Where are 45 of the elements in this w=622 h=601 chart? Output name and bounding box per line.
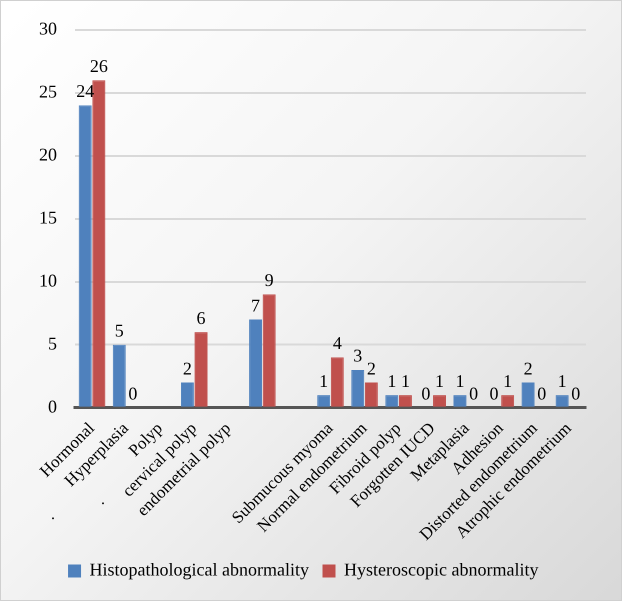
y-tick-label: 0 xyxy=(48,396,57,416)
data-label: 1 xyxy=(558,370,567,391)
data-label: 4 xyxy=(332,333,342,354)
y-tick-label: 25 xyxy=(39,82,57,102)
bar xyxy=(78,105,92,407)
data-label: 1 xyxy=(455,370,464,391)
data-label: 1 xyxy=(400,370,410,391)
bar xyxy=(180,382,194,407)
y-tick-label: 20 xyxy=(39,144,57,165)
data-label: 0 xyxy=(128,383,138,404)
data-label: 1 xyxy=(319,370,328,391)
text: . xyxy=(51,506,55,524)
bar xyxy=(194,332,208,407)
data-label: 1 xyxy=(503,370,512,391)
data-label: 0 xyxy=(571,383,580,404)
legend-label: Hysteroscopic abnormality xyxy=(344,560,538,580)
y-tick-label: 30 xyxy=(39,18,57,39)
data-label: 3 xyxy=(353,346,362,366)
y-tick-label: 15 xyxy=(39,208,57,228)
bar xyxy=(92,80,106,407)
data-label: 2 xyxy=(524,358,533,378)
bar xyxy=(364,382,378,407)
legend-label: Histopathological abnormality xyxy=(90,560,310,580)
data-label: 0 xyxy=(469,383,478,404)
bar xyxy=(330,357,344,407)
data-label: 0 xyxy=(490,383,499,404)
bar xyxy=(262,294,276,407)
text: . xyxy=(101,491,105,509)
data-label: 2 xyxy=(366,358,376,378)
bar xyxy=(249,320,262,407)
data-label: 1 xyxy=(435,370,444,391)
bar xyxy=(351,370,364,407)
data-label: 1 xyxy=(387,370,396,391)
data-label: 7 xyxy=(251,295,260,316)
data-label: 0 xyxy=(537,383,546,404)
data-label: 6 xyxy=(196,308,206,328)
y-tick-label: 10 xyxy=(39,270,57,290)
data-label: 26 xyxy=(90,56,108,76)
bar xyxy=(522,382,535,407)
data-label: 9 xyxy=(264,270,274,290)
data-label: 2 xyxy=(182,358,192,378)
bar xyxy=(112,344,126,407)
y-tick-label: 5 xyxy=(48,333,57,354)
data-label: 5 xyxy=(114,320,124,340)
data-label: 0 xyxy=(421,383,430,404)
